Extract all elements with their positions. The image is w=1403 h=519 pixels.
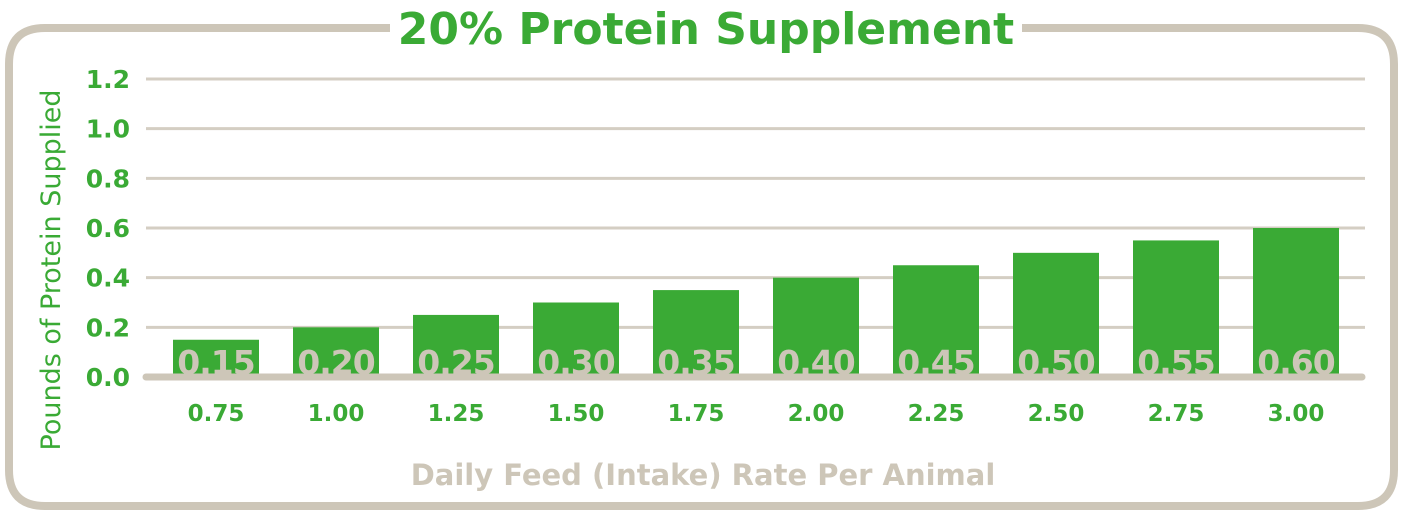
x-tick-label: 1.75 — [668, 401, 725, 427]
chart-frame — [5, 24, 1398, 510]
bar — [1133, 240, 1219, 377]
bar — [533, 302, 619, 377]
bar — [413, 314, 499, 377]
y-tick-label: 0.4 — [86, 264, 130, 293]
y-tick-label: 1.0 — [86, 115, 130, 144]
bar — [653, 290, 739, 377]
bar — [293, 327, 379, 377]
x-tick-label: 2.50 — [1028, 401, 1085, 427]
bar — [773, 277, 859, 377]
y-axis-label: Pounds of Protein Supplied — [36, 90, 67, 451]
x-tick-label: 1.50 — [548, 401, 605, 427]
chart-title: 20% Protein Supplement — [398, 4, 1014, 55]
bar — [1013, 252, 1099, 377]
x-tick-label: 2.75 — [1148, 401, 1205, 427]
y-tick-label: 0.2 — [86, 313, 130, 342]
bar — [893, 265, 979, 377]
x-tick-label: 0.75 — [188, 401, 245, 427]
x-tick-label: 1.00 — [308, 401, 365, 427]
bar — [1253, 228, 1339, 377]
y-tick-labels: 0.0 0.2 0.4 0.6 0.8 1.0 1.2 — [86, 65, 130, 392]
y-tick-label: 1.2 — [86, 65, 130, 94]
x-axis-label: Daily Feed (Intake) Rate Per Animal — [411, 458, 996, 492]
y-tick-label: 0.6 — [86, 214, 130, 243]
x-tick-label: 2.00 — [788, 401, 845, 427]
y-tick-label: 0.8 — [86, 164, 130, 193]
bar — [173, 339, 259, 377]
x-tick-label: 3.00 — [1268, 401, 1325, 427]
x-tick-label: 1.25 — [428, 401, 485, 427]
bars: 0.15 0.20 0.25 0.30 0.35 0.40 0.45 0.50 0.55 0.60 — [173, 228, 1339, 382]
x-tick-label: 2.25 — [908, 401, 965, 427]
y-tick-label: 0.0 — [86, 363, 130, 392]
x-tick-labels: 0.75 1.00 1.25 1.50 1.75 2.00 2.25 2.50 2.75 3.00 — [188, 401, 1325, 427]
